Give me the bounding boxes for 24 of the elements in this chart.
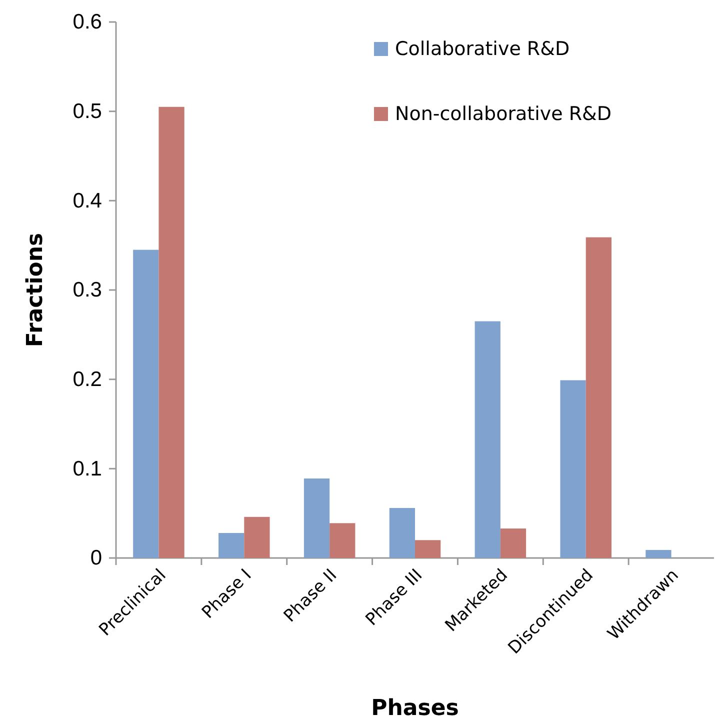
legend-label: Collaborative R&D — [395, 38, 570, 60]
y-tick-label: 0.3 — [72, 278, 102, 302]
bar — [646, 550, 672, 558]
bar — [415, 540, 441, 558]
bar — [158, 106, 184, 558]
x-axis-title: Phases — [371, 696, 459, 721]
bar — [133, 250, 159, 558]
y-tick-label: 0.4 — [72, 189, 102, 212]
bar — [218, 532, 244, 558]
y-tick-label: 0.5 — [72, 100, 102, 124]
y-tick-label: 0.2 — [72, 368, 102, 392]
legend-label: Non-collaborative R&D — [395, 103, 612, 125]
y-tick-label: 0.6 — [72, 10, 102, 34]
bar — [330, 523, 356, 558]
bar — [304, 478, 330, 558]
y-axis-title: Fractions — [23, 232, 48, 348]
y-tick-label: 0 — [90, 546, 102, 570]
bar — [389, 508, 415, 558]
bar — [560, 380, 586, 558]
bar — [586, 237, 612, 558]
bar — [500, 528, 526, 558]
bar — [244, 516, 270, 558]
y-tick-label: 0.1 — [72, 457, 102, 480]
bar — [474, 321, 500, 558]
